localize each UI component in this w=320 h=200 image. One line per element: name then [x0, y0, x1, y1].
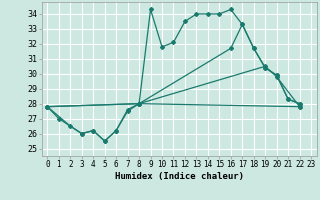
X-axis label: Humidex (Indice chaleur): Humidex (Indice chaleur) — [115, 172, 244, 181]
